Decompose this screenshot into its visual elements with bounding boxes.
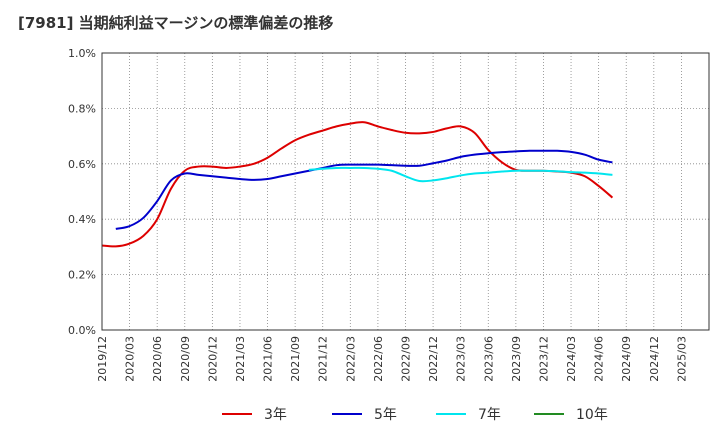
x-tick-label: 2024/03 <box>565 336 578 382</box>
x-tick-label: 2023/03 <box>455 336 468 382</box>
x-tick-label: 2022/12 <box>427 336 440 382</box>
legend-label: 10年 <box>576 407 608 423</box>
x-tick-label: 2021/09 <box>289 336 302 382</box>
x-tick-label: 2021/03 <box>234 336 247 382</box>
y-tick-label: 0.4% <box>68 213 96 226</box>
x-tick-label: 2023/06 <box>482 336 495 382</box>
x-axis-tick-labels: 2019/12 2020/03 2020/06 2020/09 2020/12 2021/… <box>96 336 688 382</box>
x-tick-label: 2021/06 <box>262 336 275 382</box>
x-tick-label: 2024/06 <box>593 336 606 382</box>
x-tick-label: 2020/12 <box>206 336 219 382</box>
legend-label: 5年 <box>374 407 397 423</box>
x-tick-label: 2020/09 <box>179 336 192 382</box>
y-tick-label: 0.6% <box>68 158 96 171</box>
legend-label: 7年 <box>478 407 501 423</box>
y-tick-label: 0.8% <box>68 102 96 115</box>
x-tick-label: 2023/12 <box>537 336 550 382</box>
y-axis-tick-labels: 0.0% 0.2% 0.4% 0.6% 0.8% 1.0% <box>68 47 96 337</box>
x-tick-label: 2022/06 <box>372 336 385 382</box>
x-tick-label: 2022/09 <box>400 336 413 382</box>
series-lines <box>101 121 614 248</box>
y-tick-label: 0.2% <box>68 269 96 282</box>
y-tick-label: 0.0% <box>68 324 96 337</box>
vertical-gridlines <box>129 53 682 330</box>
series-line-7年 <box>308 166 613 183</box>
chart-title: [7981] 当期純利益マージンの標準偏差の推移 <box>18 14 334 32</box>
x-tick-label: 2023/09 <box>510 336 523 382</box>
legend-label: 3年 <box>264 407 287 423</box>
x-tick-label: 2021/12 <box>317 336 330 382</box>
x-tick-label: 2024/09 <box>620 336 633 382</box>
x-tick-label: 2022/03 <box>344 336 357 382</box>
horizontal-gridlines <box>102 108 709 276</box>
series-line-5年 <box>115 149 613 230</box>
x-tick-label: 2020/03 <box>124 336 137 382</box>
x-tick-label: 2024/12 <box>648 336 661 382</box>
x-tick-label: 2020/06 <box>151 336 164 382</box>
legend: 3年 5年 7年 10年 <box>222 407 608 423</box>
y-tick-label: 1.0% <box>68 47 96 60</box>
plot-frame <box>101 52 710 331</box>
x-tick-label: 2019/12 <box>96 336 109 382</box>
x-tick-label: 2025/03 <box>675 336 688 382</box>
